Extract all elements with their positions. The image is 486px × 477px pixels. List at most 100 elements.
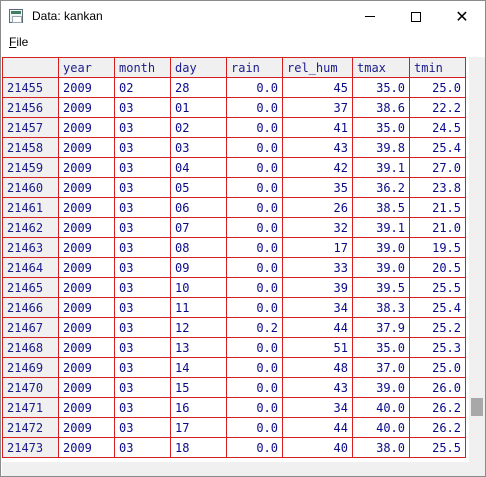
row-header[interactable]: 21455 [2, 77, 59, 98]
cell-tmin[interactable]: 25.3 [409, 337, 466, 358]
cell-month[interactable]: 03 [114, 397, 171, 418]
cell-tmin[interactable]: 25.0 [409, 77, 466, 98]
row-header[interactable]: 21459 [2, 157, 59, 178]
row-header[interactable]: 21462 [2, 217, 59, 238]
cell-month[interactable]: 03 [114, 357, 171, 378]
cell-day[interactable]: 02 [170, 117, 227, 138]
cell-day[interactable]: 09 [170, 257, 227, 278]
row-header[interactable]: 21465 [2, 277, 59, 298]
cell-tmin[interactable]: 27.0 [409, 157, 466, 178]
cell-month[interactable]: 03 [114, 377, 171, 398]
cell-year[interactable]: 2009 [58, 377, 115, 398]
cell-day[interactable]: 11 [170, 297, 227, 318]
cell-day[interactable]: 06 [170, 197, 227, 218]
cell-year[interactable]: 2009 [58, 177, 115, 198]
cell-tmax[interactable]: 39.5 [352, 277, 410, 298]
cell-month[interactable]: 03 [114, 337, 171, 358]
cell-day[interactable]: 18 [170, 437, 227, 458]
cell-year[interactable]: 2009 [58, 317, 115, 338]
cell-day[interactable]: 01 [170, 97, 227, 118]
title-bar[interactable]: Data: kankan ✕ [1, 1, 485, 32]
cell-month[interactable]: 03 [114, 177, 171, 198]
corner-cell[interactable] [2, 57, 59, 78]
row-header[interactable]: 21468 [2, 337, 59, 358]
cell-rain[interactable]: 0.0 [226, 437, 283, 458]
cell-tmax[interactable]: 38.0 [352, 437, 410, 458]
cell-rain[interactable]: 0.0 [226, 417, 283, 438]
column-header-month[interactable]: month [114, 57, 171, 78]
cell-year[interactable]: 2009 [58, 357, 115, 378]
cell-rel-hum[interactable]: 45 [282, 77, 353, 98]
cell-tmax[interactable]: 37.9 [352, 317, 410, 338]
cell-rel-hum[interactable]: 35 [282, 177, 353, 198]
cell-rain[interactable]: 0.0 [226, 97, 283, 118]
cell-rain[interactable]: 0.2 [226, 317, 283, 338]
cell-rel-hum[interactable]: 48 [282, 357, 353, 378]
cell-month[interactable]: 03 [114, 137, 171, 158]
cell-rel-hum[interactable]: 34 [282, 297, 353, 318]
row-header[interactable]: 21473 [2, 437, 59, 458]
cell-tmin[interactable]: 25.5 [409, 277, 466, 298]
cell-rain[interactable]: 0.0 [226, 297, 283, 318]
cell-tmax[interactable]: 39.0 [352, 257, 410, 278]
row-header[interactable]: 21461 [2, 197, 59, 218]
cell-tmax[interactable]: 40.0 [352, 397, 410, 418]
cell-year[interactable]: 2009 [58, 77, 115, 98]
cell-tmin[interactable]: 23.8 [409, 177, 466, 198]
cell-rain[interactable]: 0.0 [226, 217, 283, 238]
cell-tmin[interactable]: 26.0 [409, 377, 466, 398]
row-header[interactable]: 21471 [2, 397, 59, 418]
menu-file[interactable]: File [9, 35, 28, 49]
cell-rain[interactable]: 0.0 [226, 77, 283, 98]
row-header[interactable]: 21466 [2, 297, 59, 318]
cell-rel-hum[interactable]: 51 [282, 337, 353, 358]
cell-day[interactable]: 03 [170, 137, 227, 158]
maximize-button[interactable] [393, 1, 439, 32]
cell-rain[interactable]: 0.0 [226, 337, 283, 358]
cell-rel-hum[interactable]: 42 [282, 157, 353, 178]
cell-day[interactable]: 16 [170, 397, 227, 418]
cell-month[interactable]: 03 [114, 317, 171, 338]
cell-rel-hum[interactable]: 39 [282, 277, 353, 298]
cell-tmax[interactable]: 39.0 [352, 377, 410, 398]
cell-month[interactable]: 03 [114, 277, 171, 298]
cell-tmax[interactable]: 39.8 [352, 137, 410, 158]
cell-day[interactable]: 15 [170, 377, 227, 398]
cell-year[interactable]: 2009 [58, 97, 115, 118]
cell-rel-hum[interactable]: 37 [282, 97, 353, 118]
cell-day[interactable]: 07 [170, 217, 227, 238]
cell-day[interactable]: 12 [170, 317, 227, 338]
cell-month[interactable]: 03 [114, 117, 171, 138]
cell-tmin[interactable]: 21.0 [409, 217, 466, 238]
column-header-tmin[interactable]: tmin [409, 57, 466, 78]
cell-month[interactable]: 03 [114, 157, 171, 178]
cell-year[interactable]: 2009 [58, 417, 115, 438]
cell-rain[interactable]: 0.0 [226, 237, 283, 258]
cell-tmin[interactable]: 25.0 [409, 357, 466, 378]
cell-rel-hum[interactable]: 32 [282, 217, 353, 238]
column-header-year[interactable]: year [58, 57, 115, 78]
cell-year[interactable]: 2009 [58, 137, 115, 158]
cell-tmax[interactable]: 35.0 [352, 337, 410, 358]
cell-day[interactable]: 04 [170, 157, 227, 178]
cell-rain[interactable]: 0.0 [226, 377, 283, 398]
cell-tmin[interactable]: 24.5 [409, 117, 466, 138]
cell-year[interactable]: 2009 [58, 297, 115, 318]
cell-month[interactable]: 03 [114, 97, 171, 118]
cell-rain[interactable]: 0.0 [226, 357, 283, 378]
cell-rain[interactable]: 0.0 [226, 157, 283, 178]
cell-rel-hum[interactable]: 44 [282, 417, 353, 438]
row-header[interactable]: 21460 [2, 177, 59, 198]
cell-year[interactable]: 2009 [58, 117, 115, 138]
row-header[interactable]: 21467 [2, 317, 59, 338]
cell-tmin[interactable]: 19.5 [409, 237, 466, 258]
cell-month[interactable]: 03 [114, 237, 171, 258]
cell-year[interactable]: 2009 [58, 237, 115, 258]
cell-day[interactable]: 14 [170, 357, 227, 378]
cell-rain[interactable]: 0.0 [226, 177, 283, 198]
cell-tmin[interactable]: 26.2 [409, 397, 466, 418]
column-header-tmax[interactable]: tmax [352, 57, 410, 78]
cell-month[interactable]: 03 [114, 217, 171, 238]
cell-month[interactable]: 03 [114, 437, 171, 458]
cell-year[interactable]: 2009 [58, 437, 115, 458]
